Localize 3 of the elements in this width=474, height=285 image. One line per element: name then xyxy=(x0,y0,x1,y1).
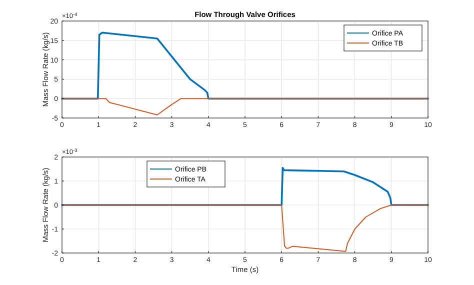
line-series xyxy=(61,166,429,206)
line-series xyxy=(61,32,429,100)
line-series xyxy=(62,98,428,116)
